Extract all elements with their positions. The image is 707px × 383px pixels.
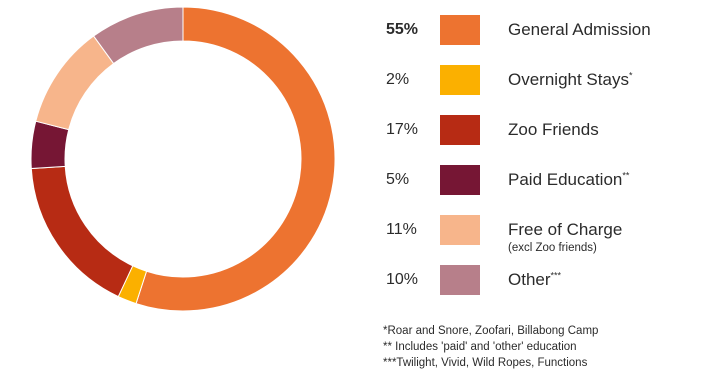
legend-swatch — [440, 115, 480, 145]
legend-swatch — [440, 165, 480, 195]
donut-chart — [30, 6, 336, 312]
legend-percent: 10% — [386, 271, 419, 288]
legend-item-overnight-stays: 2% Overnight Stays* — [386, 65, 686, 97]
footnote: ** Includes 'paid' and 'other' education — [383, 341, 577, 353]
legend-swatch — [440, 215, 480, 245]
legend-label: General Admission — [508, 20, 651, 39]
legend-percent: 11% — [386, 221, 417, 238]
legend-label: Paid Education** — [508, 170, 630, 189]
footnote: *Roar and Snore, Zoofari, Billabong Camp — [383, 325, 599, 337]
legend-percent: 17% — [386, 121, 419, 138]
legend-swatch — [440, 265, 480, 295]
donut-slice-free-of-charge — [35, 35, 115, 131]
legend-percent: 55% — [386, 21, 419, 38]
legend-swatch — [440, 15, 480, 45]
donut-slice-zoo-friends — [30, 165, 134, 298]
footnotes: *Roar and Snore, Zoofari, Billabong Camp… — [383, 323, 598, 371]
legend-footnote-marker: ** — [622, 170, 630, 181]
legend-item-zoo-friends: 17% Zoo Friends — [386, 115, 686, 147]
legend-percent: 2% — [386, 71, 410, 88]
legend-item-general-admission: 55% General Admission — [386, 15, 686, 47]
legend-label: Overnight Stays* — [508, 70, 633, 89]
legend-item-free-of-charge: 11% Free of Charge (excl Zoo friends) — [386, 215, 686, 254]
legend-item-paid-education: 5% Paid Education** — [386, 165, 686, 197]
legend-label: Free of Charge — [508, 220, 623, 239]
legend-percent: 5% — [386, 171, 410, 188]
legend-label: Other*** — [508, 270, 562, 289]
footnote: ***Twilight, Vivid, Wild Ropes, Function… — [383, 357, 588, 369]
legend-item-other: 10% Other*** — [386, 265, 686, 297]
legend-footnote-marker: *** — [550, 270, 562, 281]
legend-footnote-marker: * — [628, 70, 633, 81]
legend-label: Zoo Friends — [508, 120, 599, 139]
legend-swatch — [440, 65, 480, 95]
donut-slice-other — [92, 6, 184, 65]
legend-sublabel: (excl Zoo friends) — [508, 242, 597, 254]
donut-slice-general-admission — [135, 6, 336, 312]
